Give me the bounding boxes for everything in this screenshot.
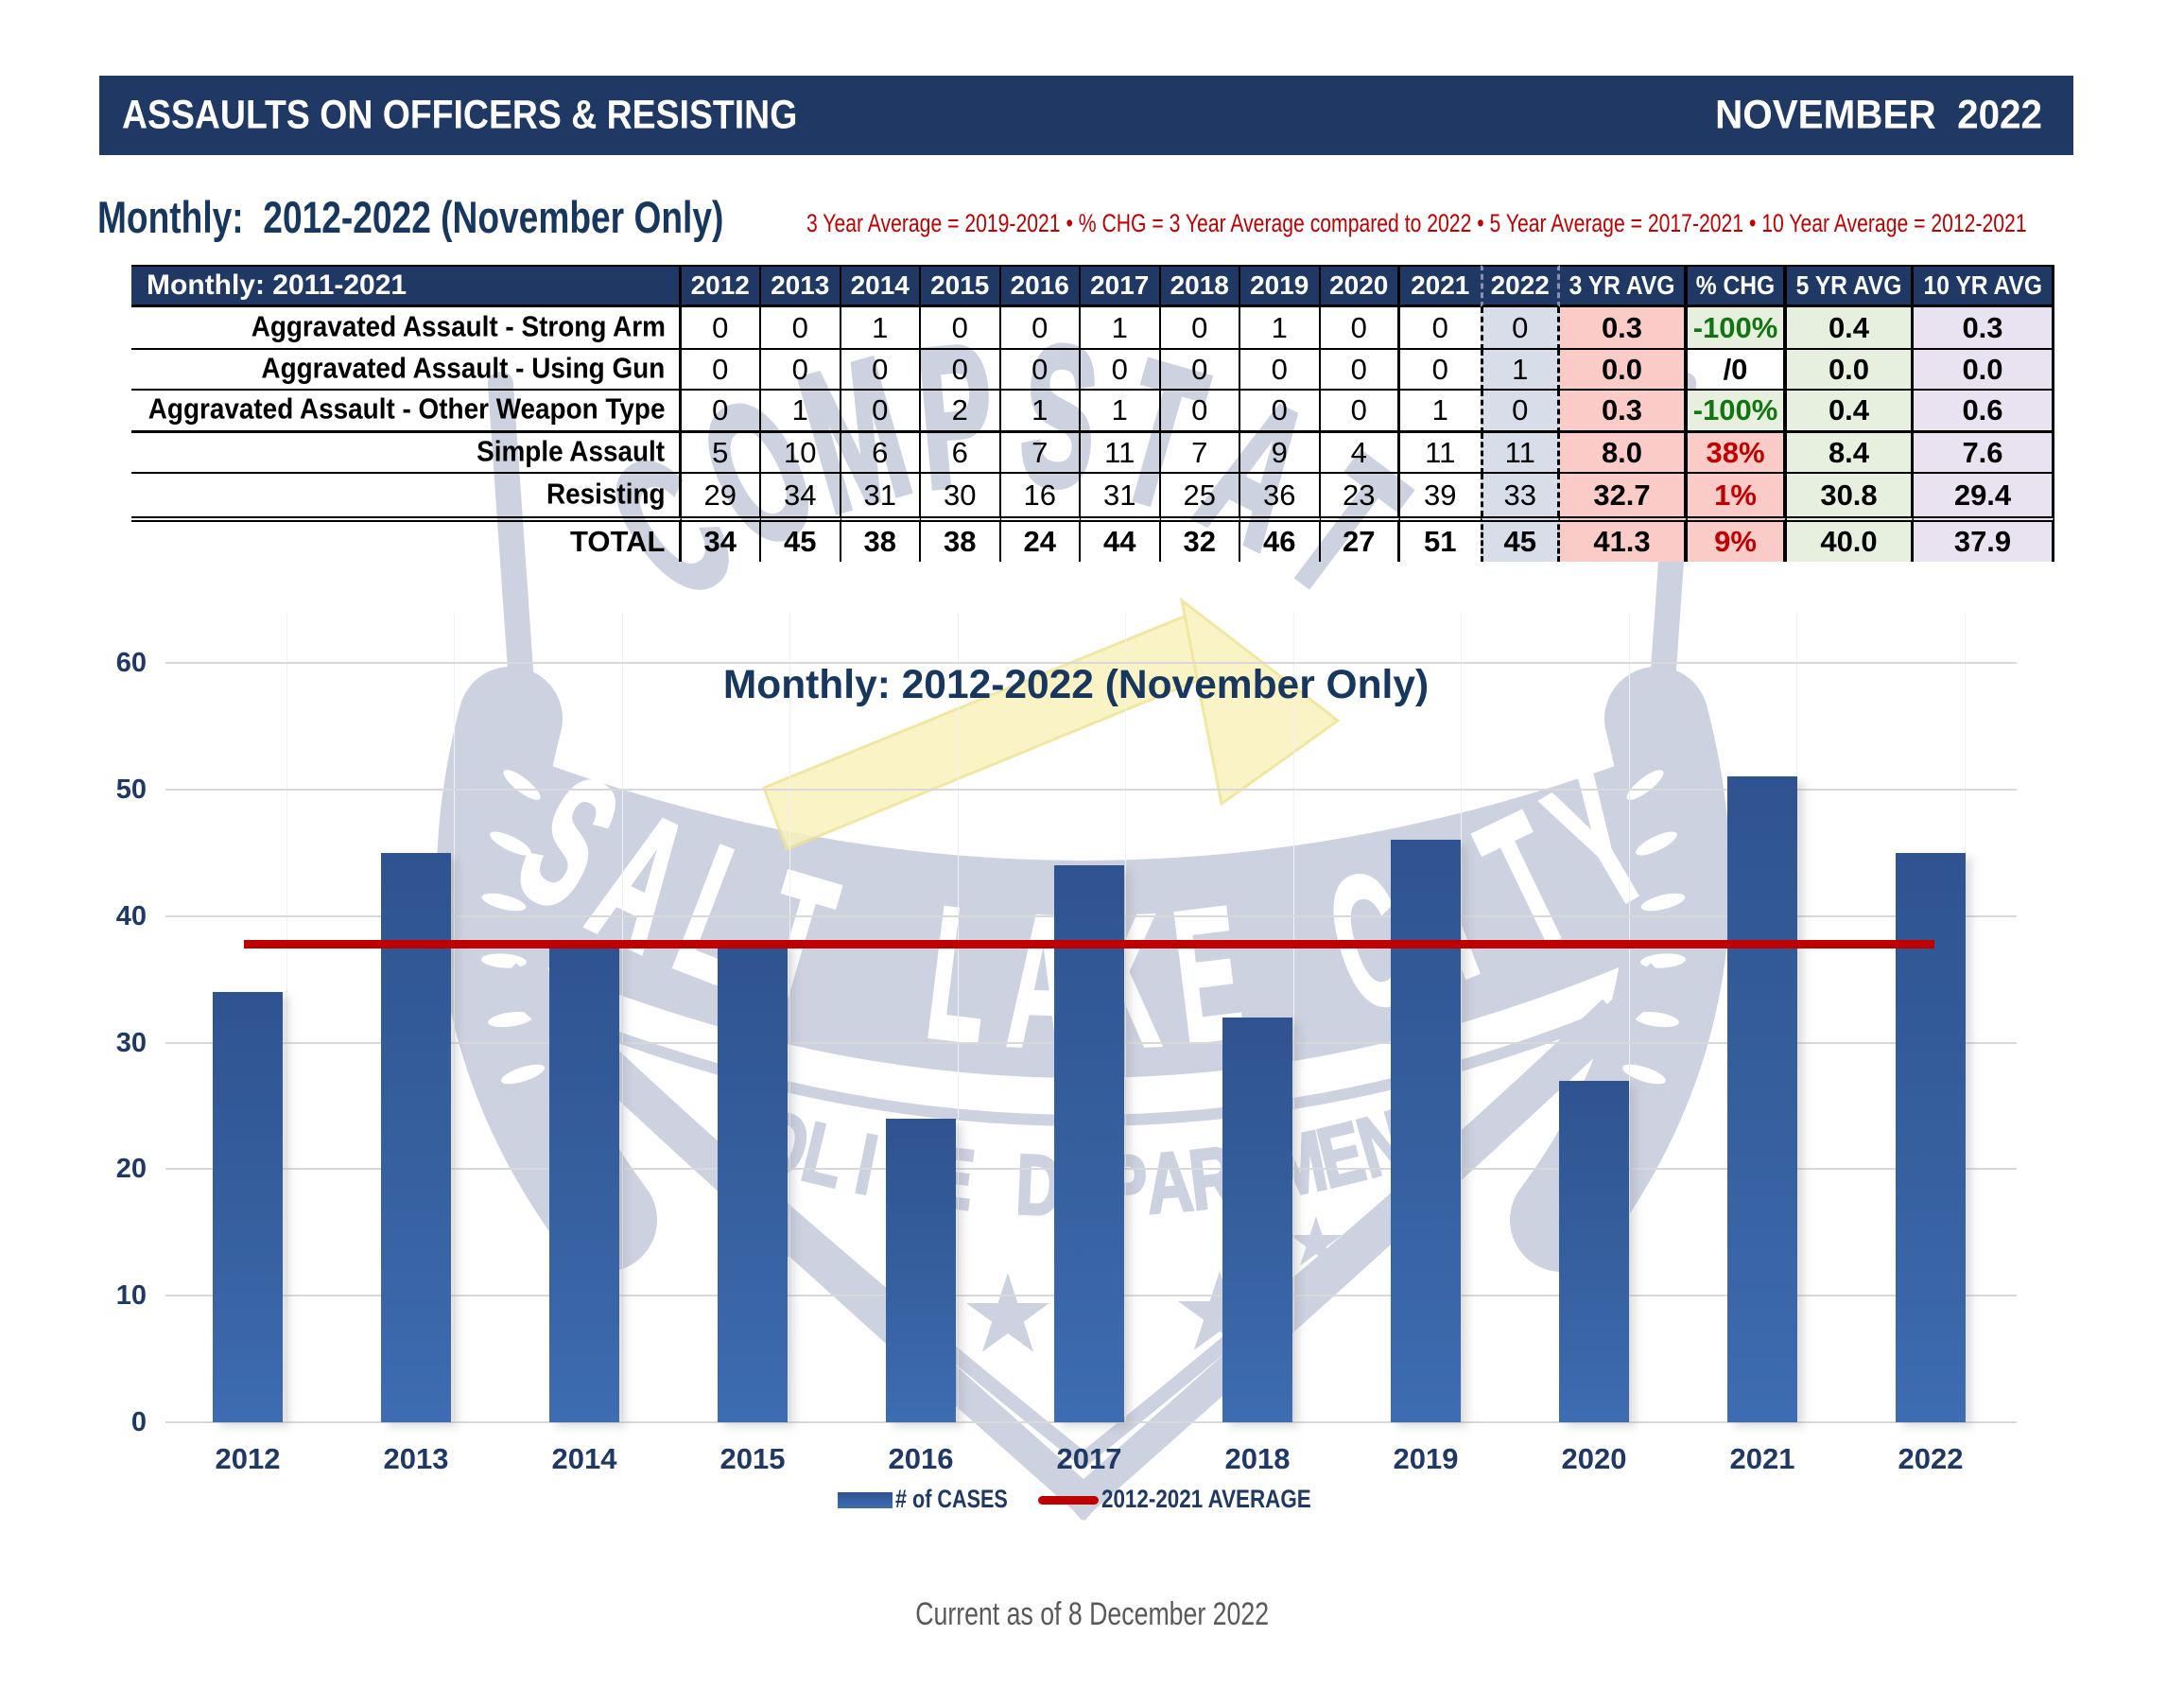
- svg-text:A: A: [1143, 1133, 1197, 1231]
- svg-text:I: I: [848, 1116, 884, 1212]
